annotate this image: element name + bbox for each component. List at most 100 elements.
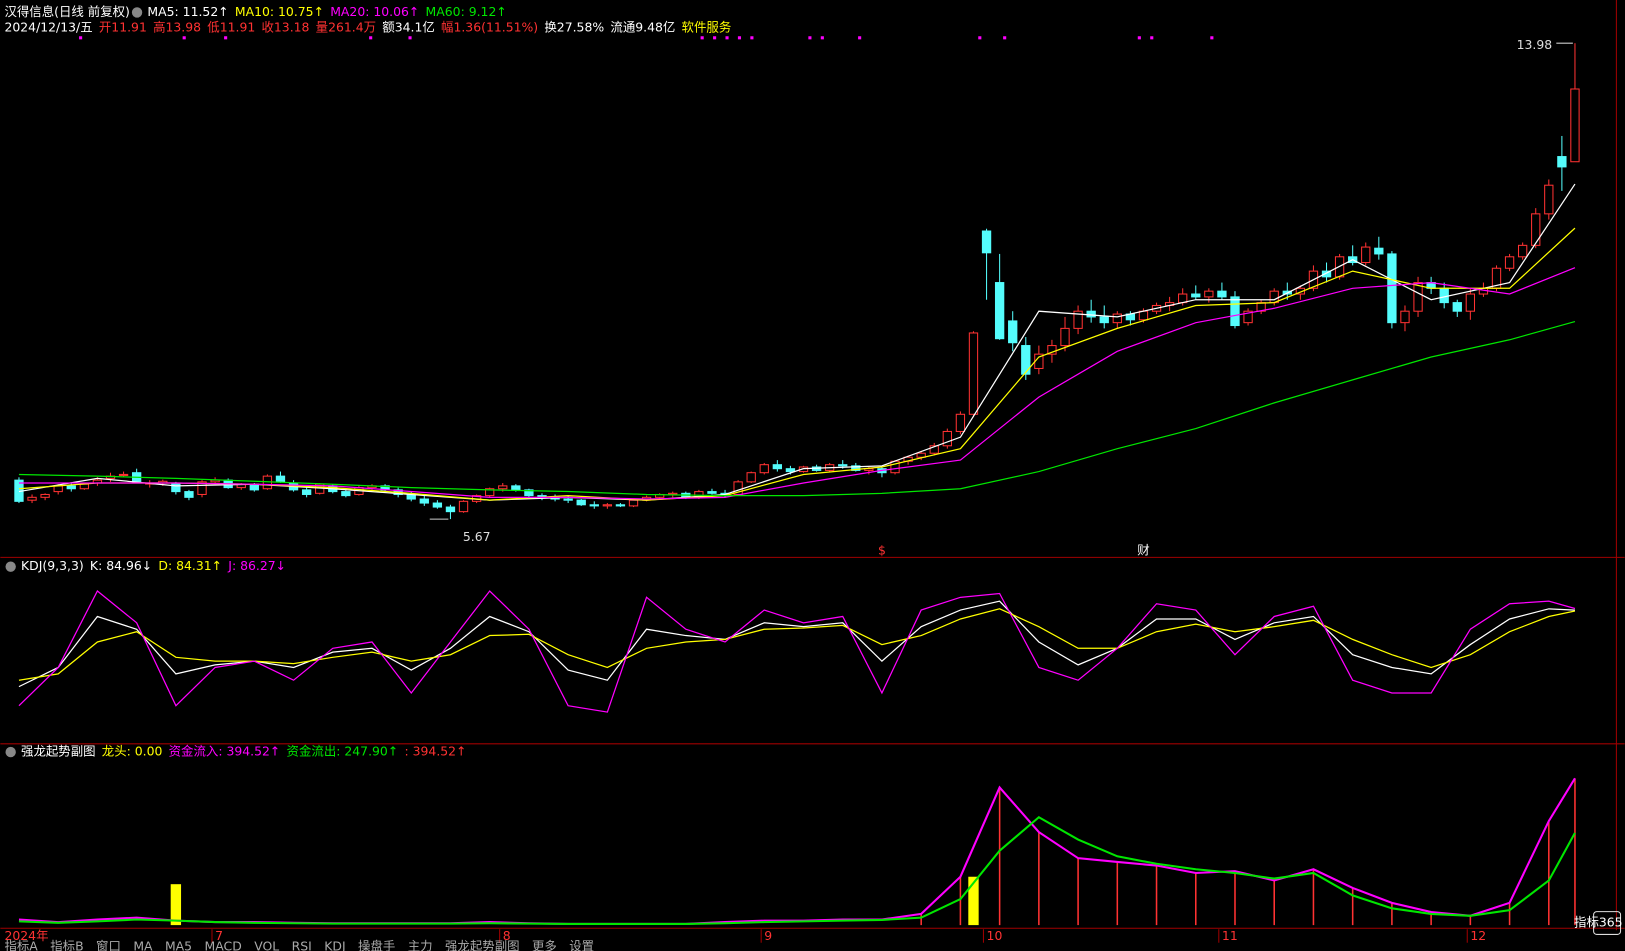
- candle-body: [1086, 310, 1096, 318]
- candle-body: [563, 498, 573, 501]
- candle-body: [458, 500, 469, 513]
- header-item: 开11.91: [99, 19, 147, 34]
- indicator-line: [18, 320, 1576, 497]
- toolbar-tab[interactable]: 主力: [408, 938, 433, 951]
- dragon-bar: [968, 876, 979, 926]
- candle-body: [27, 496, 37, 501]
- candle-body: [1374, 247, 1384, 255]
- toolbar-tab[interactable]: 窗口: [96, 938, 121, 951]
- indicator-line: [18, 608, 1576, 681]
- candle-body: [1400, 310, 1410, 324]
- candle-body: [1439, 287, 1449, 304]
- candle-body: [759, 464, 769, 474]
- candle-body: [485, 488, 495, 497]
- header-item: 额34.1亿: [382, 19, 435, 34]
- candle-body: [1465, 293, 1476, 312]
- settings-icon[interactable]: [131, 7, 143, 18]
- header-item: 软件服务: [682, 19, 732, 34]
- candle-body: [1217, 290, 1227, 298]
- header-item: J: 86.27↓: [227, 558, 286, 573]
- candle-body: [53, 485, 63, 493]
- header-item: 流通9.48亿: [610, 19, 675, 34]
- candle-body: [1544, 184, 1554, 215]
- header-item: 龙头: 0.00: [102, 744, 163, 759]
- candle-body: [275, 475, 286, 483]
- header-item: 收13.18: [261, 19, 309, 34]
- candle-body: [955, 413, 966, 432]
- candle-body: [1517, 244, 1528, 258]
- candle-body: [628, 499, 639, 507]
- x-axis-label: 2024年: [4, 928, 48, 943]
- candle-body: [1191, 293, 1201, 298]
- candle-body: [171, 482, 181, 493]
- candle-body: [66, 485, 76, 490]
- indicator-line: [18, 816, 1576, 925]
- indicator-line: [18, 590, 1576, 713]
- candle-body: [445, 506, 456, 513]
- candle-body: [838, 464, 848, 467]
- candle-body: [994, 282, 1005, 340]
- candle-body: [432, 502, 443, 508]
- toolbar-tab[interactable]: MA5: [165, 938, 192, 951]
- candle-body: [341, 491, 351, 497]
- header-item: KDJ(9,3,3): [21, 558, 84, 573]
- candle-body: [968, 332, 979, 415]
- candle-body: [524, 489, 534, 497]
- candle-body: [1570, 88, 1580, 163]
- header-item: 强龙起势副图: [21, 744, 96, 759]
- header-item: K: 84.96↓: [90, 558, 152, 573]
- candle-body: [785, 468, 796, 473]
- candle-body: [929, 445, 939, 454]
- candle-body: [419, 498, 429, 504]
- candle-body: [301, 489, 312, 495]
- candle-body: [1099, 316, 1109, 324]
- toolbar-tab[interactable]: 操盘手: [358, 938, 395, 951]
- candle-body: [249, 483, 259, 491]
- toolbar-tab[interactable]: MA: [133, 938, 153, 951]
- toolbar-tab[interactable]: 指标A: [4, 938, 38, 951]
- candle-body: [1295, 287, 1306, 295]
- candle-body: [1021, 345, 1031, 375]
- price-annotation: 13.98: [1517, 37, 1553, 52]
- price-annotation: 5.67: [463, 529, 491, 544]
- candle-body: [1047, 345, 1057, 355]
- logo: 指标365: [1574, 915, 1623, 930]
- toolbar-tab[interactable]: KDJ: [324, 938, 345, 951]
- settings-icon[interactable]: [5, 561, 16, 572]
- candle-body: [79, 483, 90, 490]
- candle-body: [602, 504, 613, 507]
- event-marker: $: [878, 543, 886, 558]
- toolbar-tab[interactable]: MACD: [205, 938, 242, 951]
- candle-body: [184, 491, 194, 498]
- event-marker: 财: [1137, 543, 1149, 558]
- candle-body: [981, 230, 992, 254]
- header-item: 资金流入: 394.52↑: [169, 744, 281, 759]
- header-item: 汉得信息(日线 前复权): [4, 4, 129, 19]
- candle-body: [1230, 296, 1240, 327]
- candle-body: [1413, 282, 1423, 312]
- header-item: MA10: 10.75↑: [235, 4, 324, 19]
- candle-body: [1138, 310, 1149, 321]
- toolbar-tab[interactable]: 更多: [532, 938, 557, 951]
- toolbar-tab[interactable]: 强龙起势副图: [445, 938, 520, 951]
- candle-body: [1531, 213, 1541, 246]
- candle-body: [197, 481, 207, 495]
- candle-body: [118, 473, 129, 476]
- candle-body: [1112, 313, 1122, 324]
- toolbar-tab[interactable]: RSI: [292, 938, 312, 951]
- candle-body: [498, 485, 508, 490]
- x-axis-label: 12: [1470, 928, 1486, 943]
- toolbar-tab[interactable]: VOL: [254, 938, 279, 951]
- candle-body: [707, 491, 717, 494]
- header-item: MA60: 9.12↑: [426, 4, 507, 19]
- settings-icon[interactable]: [5, 746, 16, 758]
- toolbar-tab[interactable]: 指标B: [50, 938, 83, 951]
- header-item: 高13.98: [153, 19, 201, 34]
- indicator-line: [18, 600, 1575, 688]
- header-item: D: 84.31↑: [158, 558, 222, 573]
- candle-body: [1073, 310, 1083, 329]
- candle-body: [1557, 156, 1567, 168]
- toolbar-tab[interactable]: 设置: [569, 938, 594, 951]
- header-item: MA5: 11.52↑: [147, 4, 228, 19]
- candle-body: [851, 465, 861, 471]
